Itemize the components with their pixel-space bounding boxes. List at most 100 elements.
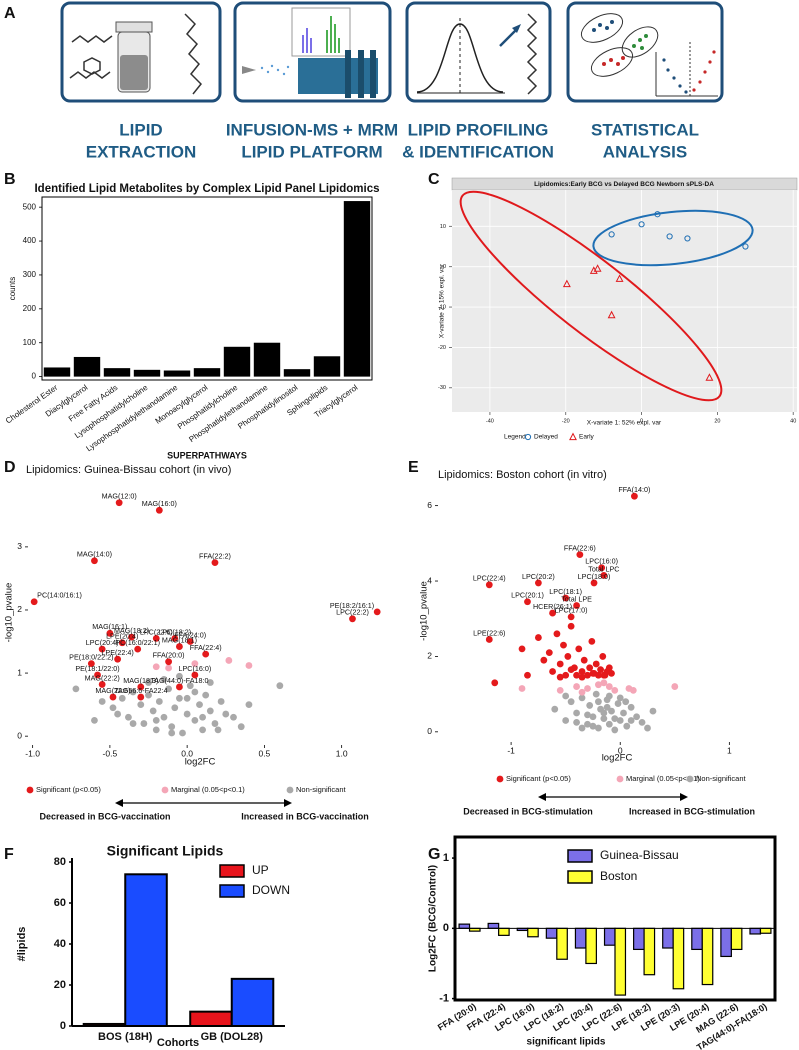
point bbox=[589, 713, 597, 721]
point bbox=[560, 641, 567, 649]
y-tick-label: 1 bbox=[443, 852, 449, 864]
point bbox=[631, 492, 638, 500]
x-tick-label: -0.5 bbox=[103, 748, 118, 758]
point bbox=[217, 698, 225, 705]
legend-swatch bbox=[219, 884, 245, 898]
annotation: Decreased in BCG-stimulation bbox=[463, 806, 593, 816]
legend-label: UP bbox=[252, 863, 269, 877]
x-axis-title: log2FC bbox=[602, 753, 633, 764]
bar bbox=[343, 201, 371, 377]
point bbox=[578, 694, 586, 702]
point bbox=[684, 235, 691, 242]
point bbox=[573, 718, 580, 726]
arrow-head bbox=[284, 799, 292, 807]
legend-marker bbox=[496, 775, 504, 783]
bar bbox=[633, 927, 645, 951]
point-label: TAG56:6-FA22:4 bbox=[114, 686, 167, 695]
spectrum-window bbox=[291, 7, 351, 57]
y-tick-label: 3 bbox=[17, 541, 22, 551]
point bbox=[622, 698, 630, 706]
point bbox=[595, 698, 602, 706]
step-label: LIPID PLATFORM bbox=[241, 142, 382, 161]
bar bbox=[193, 368, 221, 377]
step-box bbox=[566, 1, 724, 103]
point bbox=[578, 673, 586, 681]
point bbox=[627, 703, 635, 711]
point bbox=[575, 645, 583, 653]
x-tick-label: -1.0 bbox=[25, 748, 40, 758]
point bbox=[115, 499, 123, 507]
point bbox=[152, 663, 160, 671]
chart-title: Lipidomics: Boston cohort (in vitro) bbox=[438, 469, 607, 481]
x-tick-label: 1.0 bbox=[336, 748, 348, 758]
vial-cap bbox=[115, 21, 153, 33]
point-label: HCER(26:1) bbox=[533, 602, 572, 611]
point bbox=[615, 274, 624, 282]
chart-title: Lipidomics:Early BCG vs Delayed BCG Newb… bbox=[534, 181, 714, 188]
point bbox=[562, 594, 570, 602]
point bbox=[578, 668, 586, 675]
point bbox=[114, 655, 122, 663]
point bbox=[485, 581, 493, 589]
point bbox=[230, 713, 237, 721]
point-label: TAG(44:0)-FA18:0 bbox=[150, 676, 208, 685]
point bbox=[592, 690, 600, 698]
x-tick-label: 0.5 bbox=[258, 748, 270, 758]
point bbox=[155, 506, 163, 514]
point bbox=[599, 653, 607, 660]
step-label: INFUSION-MS + MRM bbox=[226, 120, 398, 139]
x-axis-title: significant lipids bbox=[527, 1037, 606, 1048]
point bbox=[145, 679, 152, 686]
point bbox=[608, 231, 615, 238]
point bbox=[549, 609, 556, 617]
y-tick-label: 100 bbox=[23, 338, 37, 347]
arrow-head bbox=[538, 793, 546, 801]
y-axis-title: X-variate 2: 15% expl. var bbox=[439, 263, 446, 338]
mini-volcano bbox=[662, 50, 716, 94]
point bbox=[183, 710, 191, 718]
point bbox=[128, 633, 135, 641]
chart-title: Identified Lipid Metabolites by Complex … bbox=[34, 183, 379, 195]
y-tick-label: 2 bbox=[17, 604, 22, 614]
legend-marker bbox=[286, 786, 294, 794]
bar bbox=[545, 927, 558, 939]
point bbox=[222, 710, 230, 718]
point-label: LPC(18:0) bbox=[578, 572, 611, 581]
point bbox=[600, 671, 608, 679]
point bbox=[589, 722, 597, 730]
x-tick-label: -1 bbox=[507, 745, 515, 755]
point bbox=[179, 729, 186, 737]
panel-label: C bbox=[428, 171, 440, 188]
step-label: ANALYSIS bbox=[603, 142, 687, 161]
point bbox=[595, 681, 602, 689]
point-label: LPC(18:1) bbox=[549, 587, 582, 596]
point bbox=[671, 683, 679, 690]
point bbox=[196, 701, 203, 709]
legend-marker bbox=[616, 775, 624, 783]
point bbox=[534, 634, 542, 641]
bar bbox=[458, 923, 471, 929]
point-label: MAG(18:1) bbox=[162, 635, 197, 644]
spectrum bbox=[302, 16, 340, 53]
y-tick-label: 60 bbox=[54, 897, 66, 909]
molecule bbox=[83, 57, 101, 75]
x-tick-label: BOS (18H) bbox=[98, 1031, 153, 1043]
point-label: LPC(16:0) bbox=[178, 664, 211, 673]
point-label: MAG(18:3) bbox=[123, 676, 158, 685]
point bbox=[137, 693, 145, 701]
arrow-head bbox=[680, 793, 688, 801]
point bbox=[605, 692, 613, 700]
legend-swatch bbox=[567, 849, 593, 863]
point-label: PC(16:0/22:1) bbox=[115, 638, 160, 647]
point-label: MAG(16:1) bbox=[92, 622, 127, 631]
point bbox=[109, 693, 117, 701]
y-tick-label: 0 bbox=[443, 264, 446, 270]
point bbox=[654, 211, 661, 218]
bar bbox=[230, 977, 275, 1027]
point bbox=[666, 233, 673, 240]
y-tick-label: 20 bbox=[54, 979, 66, 991]
point bbox=[578, 724, 586, 732]
bar bbox=[701, 927, 714, 986]
legend-label: Guinea-Bissau bbox=[600, 848, 679, 862]
